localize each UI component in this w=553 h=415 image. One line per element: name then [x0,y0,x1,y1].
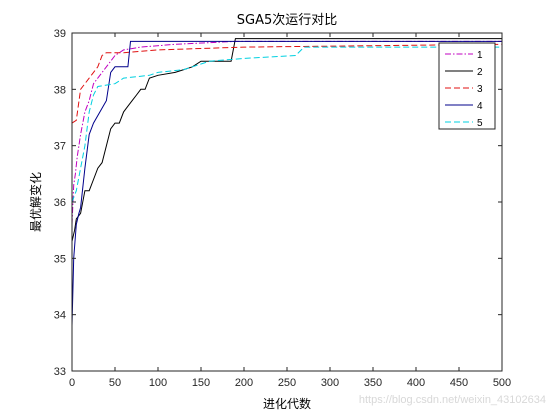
watermark: https://blog.csdn.net/weixin_43102634 [359,394,546,406]
x-axis-ticks: 0 50 100 150 200 250 300 350 400 450 500 [69,33,511,389]
x-tick-label: 450 [450,377,468,389]
series-line-5 [71,46,502,203]
x-tick-label: 200 [235,377,253,389]
legend-label-4: 4 [477,101,483,112]
y-tick-label: 36 [54,197,66,209]
legend-label-5: 5 [477,118,483,129]
y-tick-label: 35 [54,253,66,265]
y-tick-label: 37 [54,141,66,153]
legend-box [438,42,496,130]
legend: 1 2 3 4 5 [438,42,496,130]
y-axis-label: 最优解变化 [28,172,43,232]
x-axis-label: 进化代数 [263,396,311,411]
series-layer [71,38,503,326]
legend-label-1: 1 [477,50,483,61]
y-tick-label: 38 [54,84,66,96]
x-tick-label: 400 [407,377,425,389]
x-tick-label: 300 [321,377,339,389]
chart-title: SGA5次运行对比 [237,12,338,28]
y-tick-label: 33 [54,366,66,378]
x-tick-label: 150 [192,377,210,389]
series-line-3 [71,43,503,124]
plot-area [72,33,502,371]
legend-label-2: 2 [477,67,483,78]
legend-label-3: 3 [477,84,483,95]
x-tick-label: 0 [69,377,75,389]
x-tick-label: 50 [109,377,121,389]
x-tick-label: 250 [278,377,296,389]
x-tick-label: 100 [149,377,167,389]
y-tick-label: 34 [54,310,66,322]
y-tick-label: 39 [54,28,66,40]
series-line-4 [71,40,502,326]
x-tick-label: 500 [493,377,511,389]
series-line-1 [71,40,502,225]
x-tick-label: 350 [364,377,382,389]
